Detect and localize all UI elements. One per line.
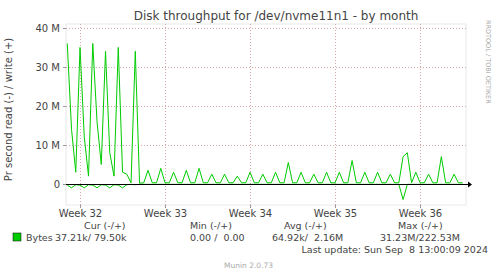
stats-header: Avg (-/+) [284,220,327,231]
stats-header: Cur (-/+) [84,220,126,231]
stats-value: 37.21k/ 79.50k [55,232,127,243]
grid-line [420,24,421,205]
legend-entry: Bytes [26,232,53,243]
y-tick-label: 10 M [35,140,60,151]
x-tick-label: Week 32 [59,208,102,219]
tick [63,145,66,146]
x-tick-label: Week 36 [399,208,442,219]
grid-line [66,106,466,107]
stats-value: 31.23M/222.53M [380,232,460,243]
tick [63,106,66,107]
legend-swatch [13,233,21,241]
series-group [67,44,462,200]
x-tick-label: Week 35 [314,208,357,219]
y-tick-label: 20 M [35,101,60,112]
plot-frame [66,24,466,205]
y-tick-label: 40 M [35,23,60,34]
y-tick-label: 0 [54,179,60,190]
y-axis-label: Pr second read (-) / write (+) [3,38,14,181]
stats-value: 64.92k/ 2.16M [272,232,343,243]
series-line [67,184,462,199]
last-update: Last update: Sun Sep 8 13:00:09 2024 [302,244,488,255]
grid-line [250,24,251,205]
watermark: RRDTOOL / TOBI OETIKER [484,20,492,104]
grid-line [335,24,336,205]
grid-line [165,24,166,205]
stats-header: Max (-/+) [398,220,443,231]
stats-header: Min (-/+) [190,220,232,231]
chart: Disk throughput for /dev/nvme11n1 - by m… [0,0,497,275]
tick [63,67,66,68]
footer: Munin 2.0.73 [224,261,273,270]
background [0,0,497,275]
stats-value: 0.00 / 0.00 [190,232,245,243]
x-tick-label: Week 33 [144,208,187,219]
y-tick-label: 30 M [35,62,60,73]
grid-line [66,28,466,29]
axis-arrow [468,182,472,188]
tick [63,28,66,29]
tick [63,184,66,185]
x-tick-label: Week 34 [229,208,272,219]
series-line [67,44,462,184]
grid-line [66,145,466,146]
zero-axis [66,184,468,185]
grid-line [66,67,466,68]
title: Disk throughput for /dev/nvme11n1 - by m… [134,9,419,23]
